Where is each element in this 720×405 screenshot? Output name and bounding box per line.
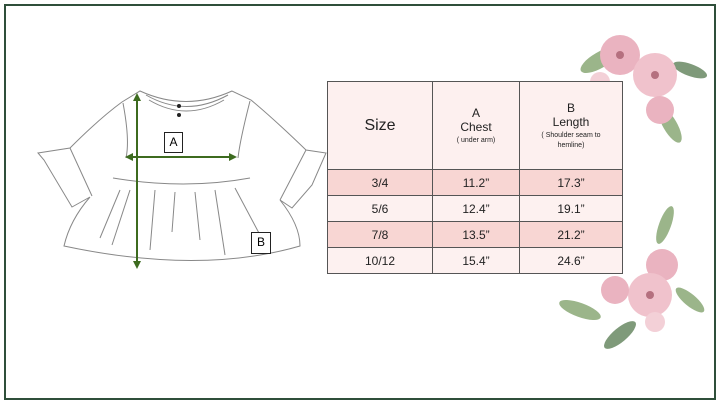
measurement-arrows bbox=[125, 93, 237, 269]
button-icon bbox=[177, 104, 181, 108]
header-length-letter: B bbox=[566, 100, 575, 115]
cell-length: 17.3” bbox=[519, 169, 623, 196]
header-length-name: Length bbox=[552, 114, 590, 129]
table-header: Size A Chest ( under arm) B Length ( Sho… bbox=[327, 81, 623, 170]
cell-size: 3/4 bbox=[327, 169, 433, 196]
header-size: Size bbox=[327, 81, 433, 170]
cell-chest: 15.4” bbox=[432, 247, 520, 274]
cell-chest: 13.5” bbox=[432, 221, 520, 248]
label-b: B bbox=[251, 232, 271, 254]
table-row: 10/12 15.4” 24.6” bbox=[327, 247, 623, 274]
cell-size: 7/8 bbox=[327, 221, 433, 248]
table-row: 3/4 11.2” 17.3” bbox=[327, 169, 623, 196]
table-row: 7/8 13.5” 21.2” bbox=[327, 221, 623, 248]
cell-length: 24.6” bbox=[519, 247, 623, 274]
label-a: A bbox=[164, 132, 183, 153]
picture-frame bbox=[4, 4, 716, 400]
cell-length: 19.1” bbox=[519, 195, 623, 222]
cell-length: 21.2” bbox=[519, 221, 623, 248]
cell-size: 5/6 bbox=[327, 195, 433, 222]
dress-outline bbox=[37, 90, 327, 261]
header-chest-name: Chest bbox=[460, 119, 492, 134]
header-length: B Length ( Shoulder seam to hemline) bbox=[519, 81, 623, 170]
cell-chest: 11.2” bbox=[432, 169, 520, 196]
floral-decoration-top bbox=[580, 35, 708, 143]
size-chart-table: Size A Chest ( under arm) B Length ( Sho… bbox=[327, 81, 623, 274]
header-length-note: ( Shoulder seam to hemline) bbox=[541, 131, 601, 149]
header-chest-note: ( under arm) bbox=[456, 136, 496, 144]
table-row: 5/6 12.4” 19.1” bbox=[327, 195, 623, 222]
header-chest-letter: A bbox=[471, 105, 480, 120]
floral-decoration-bottom bbox=[559, 206, 705, 349]
button-icon bbox=[177, 113, 181, 117]
cell-chest: 12.4” bbox=[432, 195, 520, 222]
cell-size: 10/12 bbox=[327, 247, 433, 274]
header-chest: A Chest ( under arm) bbox=[432, 81, 520, 170]
